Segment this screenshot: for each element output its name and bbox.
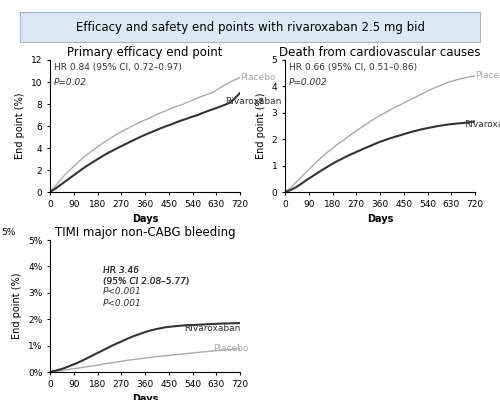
Title: Primary efficacy end point: Primary efficacy end point [67,46,223,59]
Text: Efficacy and safety end points with rivaroxaban 2.5 mg bid: Efficacy and safety end points with riva… [76,20,424,34]
Text: Rivaroxaban: Rivaroxaban [226,97,282,106]
Y-axis label: End point (%): End point (%) [12,273,22,339]
Text: HR 0.66 (95% CI, 0.51–0.86): HR 0.66 (95% CI, 0.51–0.86) [289,63,417,72]
Title: Death from cardiovascular causes: Death from cardiovascular causes [279,46,481,59]
Text: Rivaroxaban: Rivaroxaban [184,324,241,333]
Text: P=0.02: P=0.02 [54,78,87,88]
Text: HR 0.84 (95% CI, 0.72–0.97): HR 0.84 (95% CI, 0.72–0.97) [54,63,182,72]
Text: P=0.002: P=0.002 [289,78,328,88]
Y-axis label: End point (%): End point (%) [256,93,266,159]
Text: P<0.001: P<0.001 [103,299,142,308]
X-axis label: Days: Days [132,394,158,400]
Text: 5%: 5% [2,228,16,237]
Text: Placebo: Placebo [475,71,500,80]
Text: Rivaroxaban: Rivaroxaban [464,120,500,129]
Text: Placebo: Placebo [214,344,249,353]
Y-axis label: End point (%): End point (%) [16,93,26,159]
Title: TIMI major non-CABG bleeding: TIMI major non-CABG bleeding [54,226,236,239]
Text: Placebo: Placebo [240,73,276,82]
Text: HR 3.46
(95% CI 2.08–5.77)
P<0.001: HR 3.46 (95% CI 2.08–5.77) P<0.001 [103,266,190,296]
X-axis label: Days: Days [367,214,393,224]
Text: HR 3.46
(95% CI 2.08–5.77): HR 3.46 (95% CI 2.08–5.77) [103,266,190,286]
X-axis label: Days: Days [132,214,158,224]
